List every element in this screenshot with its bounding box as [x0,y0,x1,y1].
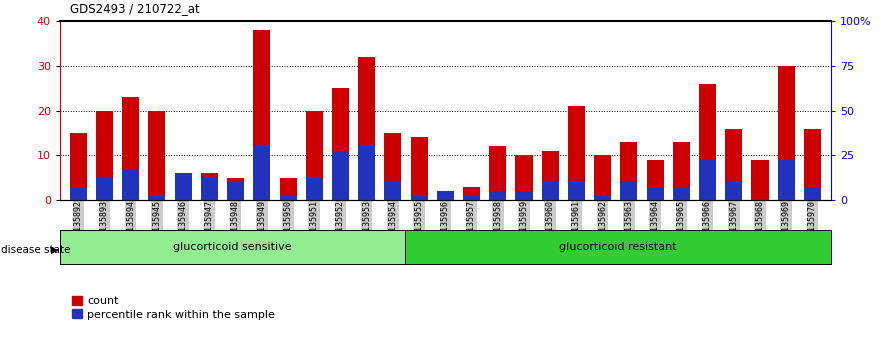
Bar [673,142,690,200]
Bar [489,147,507,200]
Bar [647,187,663,200]
Bar [227,178,244,200]
Bar [437,191,454,200]
Bar [463,195,480,200]
Bar [279,178,297,200]
Bar [306,110,322,200]
Bar [148,110,166,200]
Bar [437,191,454,200]
Bar [594,195,611,200]
Bar [568,182,585,200]
Bar [253,30,270,200]
Bar [515,191,532,200]
Bar [384,182,402,200]
Bar [489,191,507,200]
Bar [70,187,87,200]
Bar [411,137,427,200]
Bar [122,97,139,200]
Bar [568,106,585,200]
Bar [620,182,638,200]
Bar [594,155,611,200]
Bar [542,151,559,200]
Bar [803,129,821,200]
Bar [253,147,270,200]
Text: glucorticoid sensitive: glucorticoid sensitive [174,242,292,252]
Text: ▶: ▶ [51,245,59,255]
Bar [725,129,743,200]
Bar [227,182,244,200]
Text: GDS2493 / 210722_at: GDS2493 / 210722_at [70,1,200,15]
Bar [359,147,375,200]
Bar [60,230,405,264]
Bar [778,66,795,200]
Bar [279,195,297,200]
Bar [725,182,743,200]
Bar [359,57,375,200]
Text: glucorticoid resistant: glucorticoid resistant [559,242,677,252]
Bar [673,187,690,200]
Bar [201,173,218,200]
Bar [463,187,480,200]
Bar [699,160,716,200]
Bar [332,151,349,200]
Bar [515,155,532,200]
Text: disease state: disease state [1,245,70,255]
Bar [751,160,768,200]
Bar [699,84,716,200]
Bar [778,160,795,200]
Bar [174,173,192,200]
Bar [70,133,87,200]
Legend: count, percentile rank within the sample: count, percentile rank within the sample [71,296,275,320]
Bar [542,182,559,200]
Bar [384,133,402,200]
Bar [411,195,427,200]
Bar [647,160,663,200]
Bar [620,142,638,200]
Bar [148,195,166,200]
Bar [96,178,113,200]
Bar [405,230,831,264]
Bar [201,178,218,200]
Bar [803,187,821,200]
Bar [174,173,192,200]
Bar [122,169,139,200]
Bar [306,178,322,200]
Bar [332,88,349,200]
Bar [96,110,113,200]
